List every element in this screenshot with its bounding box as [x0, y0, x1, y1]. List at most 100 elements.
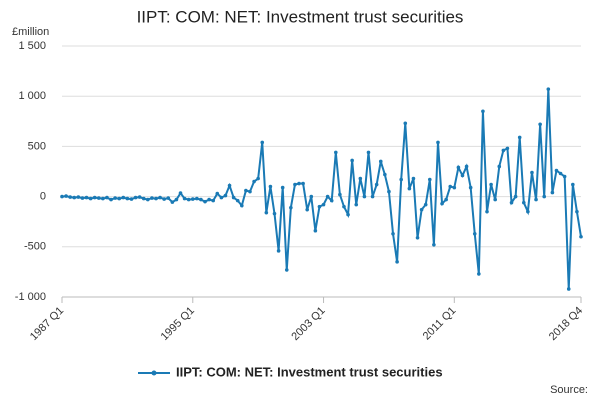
point	[329, 198, 334, 203]
point	[240, 203, 244, 208]
y-tick-label: 0	[40, 191, 46, 203]
source: Source:	[550, 384, 588, 396]
point	[358, 176, 363, 181]
point	[387, 189, 391, 194]
point	[154, 196, 158, 201]
point	[509, 200, 514, 205]
point	[244, 188, 248, 193]
point	[338, 192, 342, 197]
x-tick-label: 2003 Q1	[289, 305, 327, 343]
point	[268, 184, 273, 189]
y-unit: £million	[12, 26, 49, 38]
point	[133, 195, 138, 200]
point	[125, 196, 130, 201]
point	[64, 194, 68, 198]
point	[252, 179, 256, 184]
point	[121, 195, 126, 200]
point	[195, 196, 199, 201]
point	[284, 268, 289, 272]
point	[199, 197, 203, 202]
point	[207, 197, 211, 202]
point	[534, 197, 538, 202]
point	[464, 164, 469, 169]
point	[346, 212, 350, 217]
point	[436, 140, 440, 145]
point	[101, 196, 105, 201]
point	[489, 182, 493, 187]
point	[174, 197, 179, 202]
point	[526, 209, 530, 214]
y-tick-label: 500	[28, 140, 46, 152]
chart-title: IIPT: COM: NET: Investment trust securit…	[137, 7, 464, 26]
point	[203, 199, 207, 204]
point	[350, 158, 354, 163]
point	[391, 231, 395, 236]
point	[170, 200, 175, 204]
point	[158, 195, 162, 200]
point	[558, 171, 563, 176]
point	[76, 195, 81, 199]
point	[440, 201, 444, 206]
y-tick-label: 1 000	[18, 90, 46, 102]
point	[256, 176, 260, 181]
point	[501, 148, 506, 153]
y-tick-label: 1 500	[18, 40, 46, 52]
point	[117, 196, 122, 201]
point	[166, 196, 171, 200]
point	[260, 140, 265, 145]
point	[546, 87, 551, 91]
point	[334, 150, 338, 155]
point	[342, 204, 346, 209]
point	[485, 209, 489, 214]
point	[227, 183, 232, 188]
point	[481, 109, 485, 114]
point	[472, 231, 477, 236]
point	[395, 260, 399, 264]
point	[513, 194, 518, 199]
point	[505, 146, 510, 151]
point	[178, 191, 183, 195]
point	[460, 173, 465, 178]
point	[362, 194, 367, 199]
x-tick-label: 2011 Q1	[421, 305, 459, 343]
point	[444, 197, 448, 202]
point	[554, 168, 559, 173]
point	[448, 184, 453, 189]
point	[550, 190, 555, 195]
point	[571, 182, 575, 187]
point	[248, 189, 252, 194]
point	[276, 249, 281, 253]
point	[301, 181, 305, 186]
point	[305, 207, 309, 212]
point	[60, 194, 64, 199]
point	[289, 205, 293, 210]
point	[84, 195, 89, 200]
point	[137, 195, 142, 199]
y-tick-label: -500	[24, 241, 46, 253]
point	[411, 176, 416, 181]
point	[162, 197, 166, 201]
point	[109, 197, 113, 202]
point	[113, 196, 117, 200]
point	[88, 196, 93, 201]
point	[141, 196, 146, 201]
point	[215, 191, 220, 196]
point	[211, 198, 216, 203]
point	[497, 164, 502, 169]
point	[72, 195, 77, 200]
point	[182, 196, 187, 201]
point	[374, 182, 379, 187]
point	[415, 235, 420, 240]
point	[105, 195, 109, 200]
point	[399, 177, 403, 182]
point	[272, 211, 277, 216]
point	[468, 185, 473, 190]
x-tick-label: 1987 Q1	[28, 305, 66, 343]
point	[575, 209, 579, 214]
point	[264, 210, 269, 215]
point	[354, 202, 359, 207]
y-tick-label: -1 000	[15, 291, 46, 303]
x-tick-label: 1995 Q1	[159, 305, 197, 343]
point	[542, 194, 547, 199]
